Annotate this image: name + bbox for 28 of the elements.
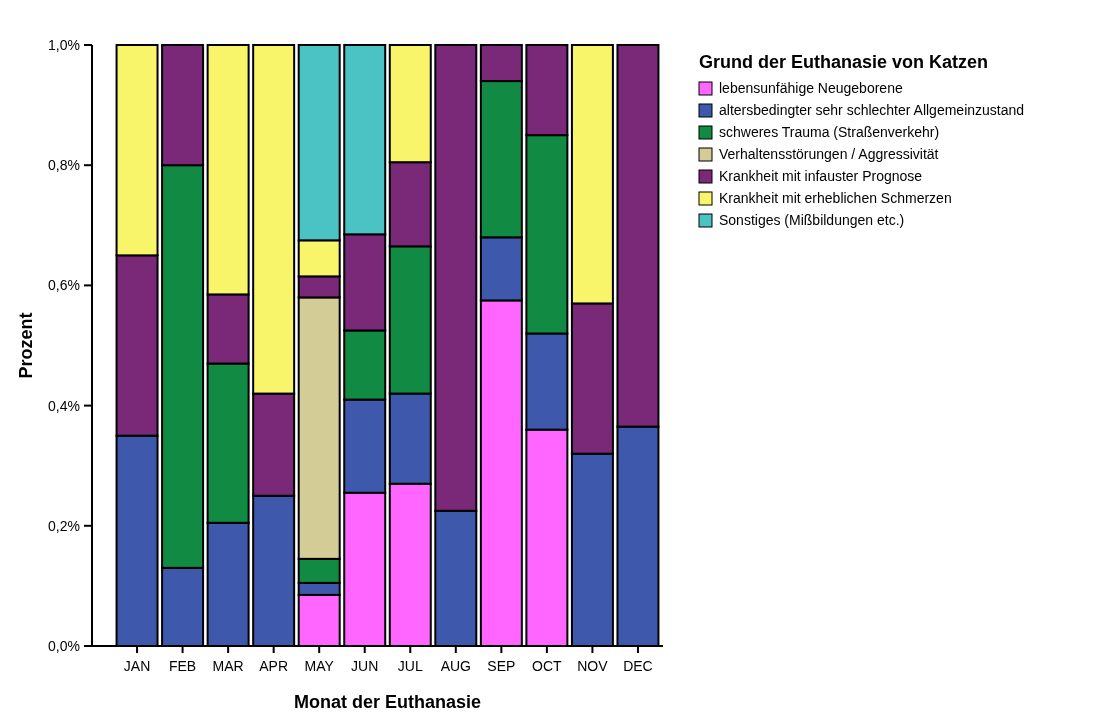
legend-label: Verhaltensstörungen / Aggressivität: [719, 146, 939, 162]
x-tick-label: JUL: [397, 658, 423, 674]
x-tick-label: OCT: [532, 658, 563, 674]
y-tick-label: 0,4%: [48, 397, 80, 414]
x-tick-label: MAR: [212, 658, 244, 674]
x-axis-title: Monat der Euthanasie: [293, 692, 482, 712]
x-tick-label: AUG: [440, 658, 471, 674]
legend-label: Sonstiges (Mißbildungen etc.): [719, 212, 905, 228]
x-tick-label: DEC: [623, 658, 653, 674]
x-tick-label: JUN: [351, 658, 379, 674]
y-tick-label: 0,0%: [48, 637, 80, 654]
y-tick-label: 0,8%: [48, 157, 80, 174]
x-tick-label: MAY: [304, 658, 335, 674]
legend-label: Krankheit mit erheblichen Schmerzen: [719, 190, 952, 206]
y-tick-label: 1,0%: [48, 36, 80, 53]
legend-label: schweres Trauma (Straßenverkehr): [719, 124, 940, 140]
x-tick-label: FEB: [168, 658, 197, 674]
x-tick-label: SEP: [487, 658, 516, 674]
legend-label: altersbedingter sehr schlechter Allgemeinzustand: [719, 102, 1025, 118]
legend-title: Grund der Euthanasie von Katzen: [699, 52, 989, 72]
x-tick-label: APR: [259, 658, 289, 674]
x-tick-label: NOV: [577, 658, 609, 674]
x-tick-label: JAN: [123, 658, 151, 674]
y-axis-title: Prozent: [16, 312, 36, 379]
legend-label: Krankheit mit infauster Prognose: [719, 168, 923, 184]
y-tick-label: 0,6%: [48, 277, 80, 294]
legend-label: lebensunfähige Neugeborene: [719, 80, 903, 96]
y-tick-label: 0,2%: [48, 517, 80, 534]
